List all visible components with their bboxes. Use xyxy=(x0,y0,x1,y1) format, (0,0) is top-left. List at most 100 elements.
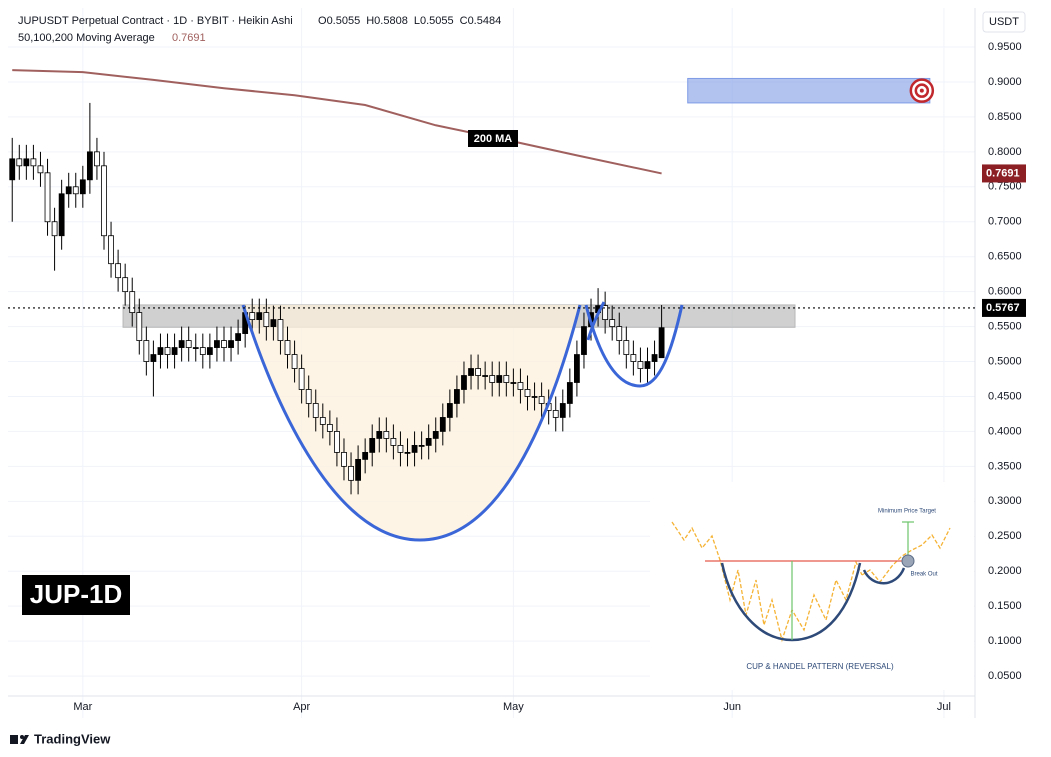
ohlc-value: 0.5808 xyxy=(374,15,408,27)
candle-body xyxy=(129,291,136,314)
y-tick-label: 0.1000 xyxy=(988,635,1022,647)
candle-body xyxy=(510,382,517,384)
ma-label: 200 MA xyxy=(474,133,513,145)
candle-body xyxy=(298,368,305,390)
candle-body xyxy=(637,361,644,369)
candle-body xyxy=(51,221,58,237)
y-tick-label: 0.9500 xyxy=(988,41,1022,53)
candle-body xyxy=(270,319,277,327)
ohlc-value: 0.5484 xyxy=(468,15,502,27)
candle-body xyxy=(418,445,425,447)
candle-body xyxy=(574,354,580,383)
candle-body xyxy=(566,382,573,404)
candle-body xyxy=(348,465,354,481)
candle-body xyxy=(651,354,658,362)
cup-curve xyxy=(241,304,582,542)
ma-price-box xyxy=(982,164,1026,183)
candle-body xyxy=(277,319,284,341)
candle-body xyxy=(319,417,326,425)
candle-body xyxy=(602,305,609,320)
candle-body xyxy=(432,431,439,439)
candle-body xyxy=(439,417,446,432)
candle-body xyxy=(291,354,298,369)
x-tick-label: Apr xyxy=(293,701,310,713)
handle-curve xyxy=(584,304,684,388)
ma-price-label: 0.7691 xyxy=(986,167,1020,179)
candle-body xyxy=(101,165,107,237)
candle-body xyxy=(644,361,651,369)
inset-handle xyxy=(862,567,906,585)
overlays xyxy=(8,69,975,309)
y-tick-label: 0.1500 xyxy=(988,600,1022,612)
candle-body xyxy=(658,327,665,359)
target-zone xyxy=(687,77,931,104)
y-tick-label: 0.8000 xyxy=(988,146,1022,158)
candle-body xyxy=(411,445,418,453)
candle-body xyxy=(355,458,361,481)
candle-body xyxy=(334,431,340,453)
y-tick-label: 0.7500 xyxy=(988,181,1022,193)
ohlc-letter: L xyxy=(414,15,420,27)
y-tick-label: 0.5500 xyxy=(988,320,1022,332)
candle-body xyxy=(86,151,93,181)
candle-body xyxy=(94,151,100,167)
candle-body xyxy=(108,235,114,265)
candle-body xyxy=(404,451,411,454)
y-tick-label: 0.7000 xyxy=(988,216,1022,228)
cup-shading xyxy=(243,305,580,540)
y-tick-label: 0.4500 xyxy=(988,390,1022,402)
axis-unit: USDT xyxy=(989,16,1019,28)
ma-legend-value: 0.7691 xyxy=(172,32,206,44)
ohlc-letter: C xyxy=(460,15,468,27)
inset-title: CUP & HANDEL PATTERN (REVERSAL) xyxy=(746,662,894,671)
candle-body xyxy=(30,158,37,167)
candle-body xyxy=(65,186,72,195)
candle-body xyxy=(199,347,206,355)
candle-body xyxy=(383,431,390,439)
candle-body xyxy=(609,319,616,327)
candle-body xyxy=(256,312,263,320)
chart-title: JUPUSDT Perpetual Contract · 1D · BYBIT … xyxy=(18,15,293,27)
x-tick-label: May xyxy=(503,701,524,713)
candle-body xyxy=(157,347,164,355)
candle-body xyxy=(143,340,150,362)
candles xyxy=(9,102,665,495)
candle-body xyxy=(489,375,496,383)
y-tick-label: 0.4000 xyxy=(988,425,1022,437)
candle-body xyxy=(581,326,587,355)
badge-box xyxy=(22,575,130,615)
ma-legend: 50,100,200 Moving Average xyxy=(18,32,155,44)
candle-body xyxy=(524,389,531,397)
unit-box xyxy=(982,11,1026,33)
candle-body xyxy=(397,445,404,453)
candle-body xyxy=(482,375,489,377)
inset-breakout-dot xyxy=(901,554,915,568)
candle-body xyxy=(235,333,242,341)
candle-body xyxy=(623,340,630,355)
candle-body xyxy=(79,179,86,195)
price-label: 0.5767 xyxy=(986,302,1020,314)
candle-body xyxy=(538,396,545,404)
y-tick-label: 0.9000 xyxy=(988,76,1022,88)
inset-target-label: Minimum Price Target xyxy=(878,509,936,515)
candle-body xyxy=(171,347,178,355)
x-tick-label: Mar xyxy=(73,701,92,713)
candle-body xyxy=(115,263,122,279)
ohlc-value: 0.5055 xyxy=(327,15,361,27)
candle-body xyxy=(122,277,129,293)
candle-body xyxy=(178,340,185,348)
handle-curve-left xyxy=(586,301,606,341)
candle-body xyxy=(454,389,460,404)
candle-body xyxy=(446,403,453,418)
candle-body xyxy=(249,312,256,320)
ohlc-letter: H xyxy=(366,15,374,27)
candle-body xyxy=(136,312,143,341)
candle-body xyxy=(461,375,467,390)
candle-body xyxy=(221,340,227,348)
candle-body xyxy=(263,312,270,327)
y-tick-label: 0.6000 xyxy=(988,286,1022,298)
price-label-box xyxy=(982,298,1026,317)
candle-body xyxy=(425,438,432,446)
candle-body xyxy=(9,158,16,181)
